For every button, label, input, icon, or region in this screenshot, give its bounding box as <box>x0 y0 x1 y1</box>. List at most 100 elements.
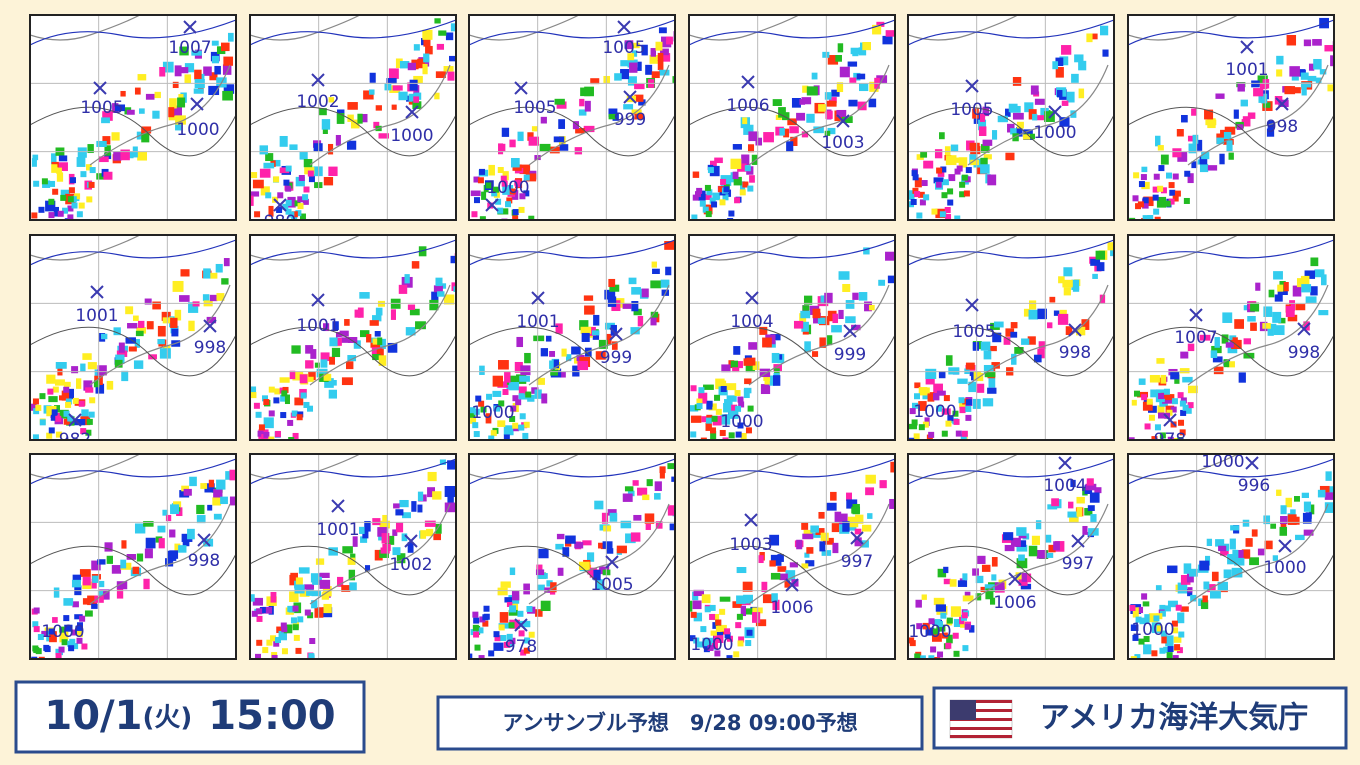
precip-cell <box>154 91 161 99</box>
precip-cell <box>1047 322 1053 329</box>
precip-cell <box>413 92 422 100</box>
precip-cell <box>1174 644 1181 651</box>
precip-cell <box>930 646 937 653</box>
precip-cell <box>1053 541 1060 551</box>
pressure-label: 1006 <box>726 96 769 116</box>
precip-cell <box>736 567 747 574</box>
precip-cell <box>1078 60 1087 71</box>
precip-cell <box>320 359 328 368</box>
precip-cell <box>366 334 372 343</box>
precip-cell <box>959 402 966 409</box>
precip-cell <box>162 317 174 324</box>
precip-cell <box>203 538 214 547</box>
time: 15:00 <box>208 693 335 739</box>
precip-cell <box>515 399 522 406</box>
coastline <box>1128 235 1329 386</box>
precip-cell <box>311 590 322 597</box>
precip-cell <box>1152 194 1159 201</box>
precip-cell <box>67 214 74 220</box>
low-marker <box>745 291 759 305</box>
precip-cell <box>580 326 592 334</box>
precip-cell <box>282 203 289 210</box>
precip-cell <box>1167 600 1178 608</box>
precip-cell <box>470 417 477 424</box>
precip-cell <box>196 504 205 515</box>
precip-cell <box>1067 511 1078 518</box>
precip-cell <box>74 419 86 426</box>
agency-name: アメリカ海洋大気庁 <box>1040 701 1309 736</box>
precip-cell <box>1038 341 1047 349</box>
precip-cell <box>997 115 1008 123</box>
precip-cell <box>574 542 584 549</box>
panel-frame <box>1127 234 1335 441</box>
precip-cell <box>923 387 930 394</box>
precip-cell <box>215 263 223 273</box>
boundary <box>30 19 236 46</box>
precip-cell <box>405 327 416 336</box>
pressure-label: 1002 <box>389 555 432 575</box>
precip-cell <box>341 377 353 386</box>
precip-cell <box>56 172 64 182</box>
boundary <box>30 239 236 266</box>
precip-cell <box>1070 479 1076 488</box>
precip-cell <box>399 61 410 69</box>
precip-cell <box>256 639 263 646</box>
precip-cell <box>728 210 735 217</box>
precip-cell <box>801 131 809 138</box>
precip-cell <box>302 194 309 201</box>
precip-cell <box>510 157 520 168</box>
precip-cell <box>824 92 832 100</box>
precip-cell <box>747 144 755 153</box>
boundary <box>1128 19 1334 46</box>
precip-cell <box>1167 565 1178 574</box>
precip-cell <box>796 539 803 550</box>
precip-cell <box>204 483 215 493</box>
precip-cell <box>283 624 293 634</box>
precip-cell <box>852 292 859 300</box>
precip-cell <box>288 211 295 218</box>
precip-cell <box>1012 112 1024 120</box>
precip-cell <box>719 608 726 615</box>
precip-cell <box>512 164 522 171</box>
precip-cell <box>980 586 989 592</box>
precip-cell <box>731 404 738 411</box>
precip-cell <box>889 498 895 509</box>
precip-cell <box>887 275 895 284</box>
pressure-label: 1007 <box>168 38 211 58</box>
precip-cell <box>320 352 330 362</box>
precip-cell <box>450 23 456 32</box>
precip-cell <box>350 119 360 129</box>
precip-cell <box>58 155 68 162</box>
precip-cell <box>1049 296 1056 303</box>
precip-cell <box>714 394 721 401</box>
precip-cell <box>1061 100 1069 106</box>
pressure-label: 1006 <box>993 593 1036 613</box>
precip-cell <box>46 374 56 384</box>
precip-cell <box>1276 489 1282 496</box>
precip-cell <box>1037 348 1045 359</box>
precip-cell <box>305 376 314 382</box>
precip-cell <box>104 145 111 156</box>
precip-cell <box>100 333 108 340</box>
precip-cell <box>265 192 272 199</box>
precip-cell <box>813 126 824 134</box>
precip-cell <box>737 640 744 647</box>
precip-cell <box>1160 630 1167 637</box>
precip-cell <box>779 127 785 136</box>
precip-cell <box>1058 276 1065 284</box>
precip-cell <box>1251 80 1260 88</box>
precip-cell <box>690 415 702 423</box>
precip-cell <box>689 405 699 412</box>
precip-cell <box>45 200 56 212</box>
pressure-label: 1005 <box>80 98 123 118</box>
precip-cell <box>802 305 810 311</box>
precip-cell <box>1310 257 1319 267</box>
precip-cell <box>102 136 111 145</box>
precip-cell <box>955 430 962 437</box>
isobar <box>689 106 895 157</box>
precip-cell <box>1172 148 1182 158</box>
precip-cell <box>31 656 38 659</box>
precip-cell <box>607 509 617 516</box>
precip-cell <box>655 41 663 51</box>
